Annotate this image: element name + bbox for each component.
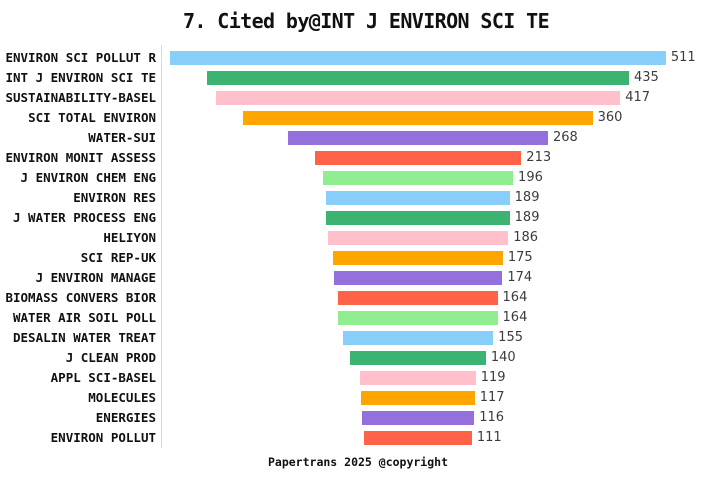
funnel-bar xyxy=(361,390,475,405)
category-label: ENERGIES xyxy=(95,409,156,425)
funnel-bar xyxy=(322,170,514,185)
funnel-bar xyxy=(327,230,509,245)
category-label: MOLECULES xyxy=(88,389,156,405)
funnel-bar xyxy=(314,150,522,165)
funnel-bar xyxy=(288,130,548,145)
value-label: 511 xyxy=(670,50,696,65)
value-label: 174 xyxy=(507,270,533,285)
funnel-bar xyxy=(215,90,621,105)
value-label: 111 xyxy=(476,430,502,445)
value-label: 213 xyxy=(526,150,552,165)
value-label: 164 xyxy=(502,310,528,325)
category-label: ENVIRON MONIT ASSESS xyxy=(5,149,156,165)
value-label: 196 xyxy=(518,170,543,185)
value-label: 140 xyxy=(490,350,516,365)
funnel-bar xyxy=(326,190,510,205)
category-label: SCI TOTAL ENVIRON xyxy=(28,109,156,125)
value-label: 175 xyxy=(507,250,533,265)
value-label: 164 xyxy=(502,290,528,305)
category-label: J WATER PROCESS ENG xyxy=(13,209,156,225)
funnel-bar xyxy=(333,270,503,285)
funnel-bar xyxy=(207,70,629,85)
value-label: 360 xyxy=(597,110,623,125)
value-label: 117 xyxy=(479,390,505,405)
value-label: 189 xyxy=(514,190,540,205)
value-label: 116 xyxy=(479,410,505,425)
y-axis-spine xyxy=(160,45,162,448)
category-label: J ENVIRON CHEM ENG xyxy=(20,169,156,185)
category-label: APPL SCI-BASEL xyxy=(50,369,156,385)
funnel-bar xyxy=(364,430,472,445)
funnel-bar xyxy=(338,310,498,325)
value-label: 119 xyxy=(480,370,506,385)
copyright-footer: Papertrans 2025 @copyright xyxy=(267,455,449,469)
funnel-bar xyxy=(338,290,498,305)
value-label: 155 xyxy=(498,330,523,345)
category-label: WATER-SUI xyxy=(88,129,156,145)
funnel-bar xyxy=(170,50,666,65)
category-label: SUSTAINABILITY-BASEL xyxy=(5,89,156,105)
value-label: 435 xyxy=(633,70,659,85)
value-label: 268 xyxy=(552,130,578,145)
funnel-bar xyxy=(361,410,475,425)
category-label: HELIYON xyxy=(103,229,156,245)
funnel-bar xyxy=(243,110,593,125)
category-label: DESALIN WATER TREAT xyxy=(13,329,156,345)
category-label: J CLEAN PROD xyxy=(65,349,156,365)
value-label: 186 xyxy=(513,230,539,245)
category-label: ENVIRON SCI POLLUT R xyxy=(5,49,156,65)
category-label: SCI REP-UK xyxy=(80,249,156,265)
value-label: 189 xyxy=(514,210,540,225)
funnel-bar xyxy=(333,250,503,265)
funnel-bar xyxy=(342,330,494,345)
category-label: ENVIRON RES xyxy=(73,189,156,205)
category-label: ENVIRON POLLUT xyxy=(50,429,156,445)
category-label: J ENVIRON MANAGE xyxy=(35,269,156,285)
category-label: BIOMASS CONVERS BIOR xyxy=(5,289,156,305)
category-label: INT J ENVIRON SCI TE xyxy=(5,69,156,85)
funnel-bar xyxy=(326,210,510,225)
value-label: 417 xyxy=(625,90,651,105)
funnel-bar xyxy=(350,350,486,365)
funnel-bar xyxy=(360,370,476,385)
chart-title: 7. Cited by@INT J ENVIRON SCI TE xyxy=(182,9,550,33)
category-label: WATER AIR SOIL POLL xyxy=(13,309,156,325)
